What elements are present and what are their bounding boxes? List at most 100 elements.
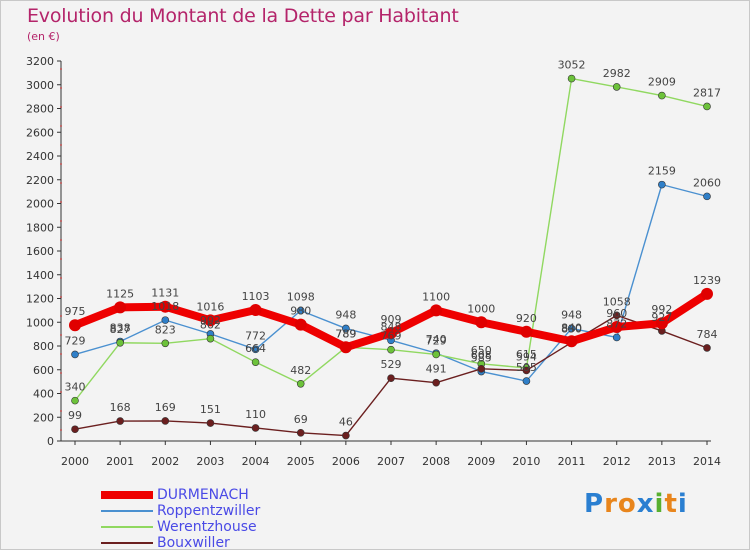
logo-letter: t <box>664 489 678 519</box>
data-point-bouxwiller <box>612 311 621 320</box>
data-point-roppentzwiller <box>703 192 711 201</box>
data-label-bouxwiller: 830 <box>561 322 582 335</box>
data-label-durmenach: 992 <box>651 303 672 316</box>
data-label-werentzhouse: 664 <box>245 342 266 355</box>
x-tick-label: 2004 <box>242 455 270 468</box>
data-label-roppentzwiller: 1018 <box>151 300 179 313</box>
data-label-bouxwiller: 46 <box>339 416 353 429</box>
data-point-bouxwiller <box>116 417 124 425</box>
data-label-roppentzwiller: 729 <box>65 334 86 347</box>
data-point-roppentzwiller <box>567 324 576 333</box>
x-tick-label: 2005 <box>287 455 315 468</box>
data-label-bouxwiller: 608 <box>471 349 492 362</box>
data-point-bouxwiller <box>206 419 215 427</box>
legend-swatch <box>101 491 153 499</box>
logo-letter: x <box>636 489 655 519</box>
data-point-roppentzwiller <box>342 324 350 333</box>
data-label-werentzhouse: 615 <box>516 348 537 361</box>
data-point-bouxwiller <box>477 364 486 373</box>
proxiti-logo: Proxiti <box>584 489 688 519</box>
data-label-roppentzwiller: 838 <box>110 321 131 334</box>
data-point-durmenach <box>339 341 352 354</box>
y-tick-label: 2400 <box>26 150 54 163</box>
y-tick-label: 3000 <box>26 79 54 92</box>
data-label-bouxwiller: 927 <box>651 311 672 324</box>
legend-label: DURMENACH <box>157 487 249 503</box>
data-label-roppentzwiller: 2060 <box>693 176 721 189</box>
legend-swatch <box>101 542 153 544</box>
data-label-durmenach: 840 <box>561 321 582 334</box>
x-tick-label: 2009 <box>467 455 495 468</box>
data-point-durmenach <box>565 335 578 348</box>
chart-title: Evolution du Montant de la Dette par Hab… <box>27 5 459 27</box>
x-tick-label: 2008 <box>422 455 450 468</box>
data-point-werentzhouse <box>116 338 124 347</box>
data-point-werentzhouse <box>703 102 711 111</box>
data-point-durmenach <box>655 317 668 330</box>
data-point-durmenach <box>385 327 397 340</box>
data-point-durmenach <box>701 287 713 300</box>
data-point-bouxwiller <box>432 378 440 387</box>
x-tick-label: 2006 <box>332 455 360 468</box>
legend-label: Bouxwiller <box>157 535 230 550</box>
data-point-durmenach <box>204 314 217 327</box>
data-label-bouxwiller: 784 <box>697 328 718 341</box>
data-label-werentzhouse: 729 <box>426 334 447 347</box>
data-label-durmenach: 975 <box>65 305 86 318</box>
y-tick-label: 1400 <box>26 269 54 282</box>
data-label-werentzhouse: 823 <box>155 323 176 336</box>
y-tick-label: 200 <box>33 411 54 424</box>
y-tick-label: 3200 <box>26 55 54 68</box>
x-tick-label: 2012 <box>603 455 631 468</box>
legend-label: Roppentzwiller <box>157 503 261 519</box>
data-point-durmenach <box>475 316 488 329</box>
data-label-roppentzwiller: 948 <box>561 308 582 321</box>
y-tick-label: 1800 <box>26 221 54 234</box>
y-tick-label: 2600 <box>26 126 54 139</box>
data-point-werentzhouse <box>206 334 215 343</box>
data-point-bouxwiller <box>161 417 170 425</box>
x-tick-label: 2010 <box>512 455 540 468</box>
data-point-durmenach <box>69 319 81 332</box>
data-point-bouxwiller <box>71 425 79 434</box>
legend-item: DURMENACH <box>101 487 260 503</box>
data-label-werentzhouse: 862 <box>200 319 221 332</box>
data-label-roppentzwiller: 948 <box>335 308 356 321</box>
data-label-bouxwiller: 168 <box>110 401 131 414</box>
data-point-werentzhouse <box>567 74 576 83</box>
data-point-werentzhouse <box>161 339 170 348</box>
data-label-roppentzwiller: 1098 <box>287 291 315 304</box>
data-point-roppentzwiller <box>522 377 531 385</box>
data-label-roppentzwiller: 2159 <box>648 165 676 178</box>
data-point-werentzhouse <box>658 91 666 100</box>
legend-label: Werentzhouse <box>157 519 257 535</box>
data-label-durmenach: 1016 <box>196 300 224 313</box>
y-tick-label: 2200 <box>26 174 54 187</box>
data-point-roppentzwiller <box>658 180 666 189</box>
data-label-durmenach: 1125 <box>106 287 134 300</box>
data-label-roppentzwiller: 505 <box>516 361 537 374</box>
x-tick-label: 2002 <box>151 455 179 468</box>
data-label-roppentzwiller: 872 <box>606 317 627 330</box>
data-point-roppentzwiller <box>251 345 260 354</box>
data-label-werentzhouse: 827 <box>110 323 131 336</box>
data-label-werentzhouse: 482 <box>290 364 311 377</box>
data-label-bouxwiller: 491 <box>426 363 447 376</box>
legend-item: Roppentzwiller <box>101 503 260 519</box>
legend-swatch <box>101 510 153 512</box>
data-point-werentzhouse <box>432 350 440 359</box>
data-label-werentzhouse: 340 <box>65 381 86 394</box>
data-point-bouxwiller <box>342 431 350 440</box>
data-point-werentzhouse <box>71 396 79 405</box>
y-tick-label: 400 <box>33 388 54 401</box>
y-tick-label: 600 <box>33 364 54 377</box>
x-tick-label: 2011 <box>558 455 586 468</box>
data-label-durmenach: 909 <box>381 313 402 326</box>
data-label-bouxwiller: 529 <box>381 358 402 371</box>
data-point-bouxwiller <box>251 424 260 432</box>
data-point-bouxwiller <box>296 429 305 437</box>
logo-letter: o <box>617 489 637 519</box>
data-point-durmenach <box>294 318 307 331</box>
